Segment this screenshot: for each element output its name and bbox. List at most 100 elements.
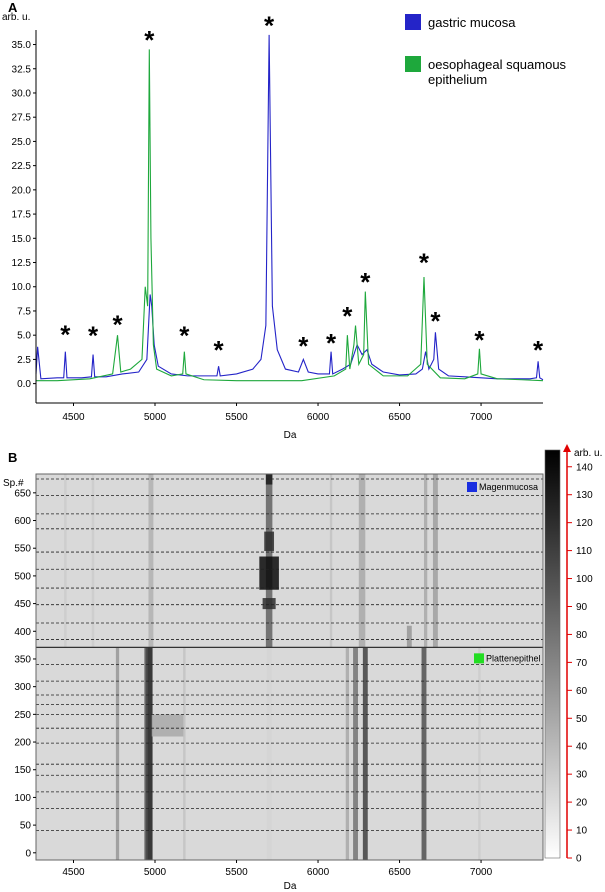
x-tick-label: 6000 [307,867,330,878]
peak-marker: * [533,335,544,365]
x-tick-label: 4500 [62,867,85,878]
peak-marker: * [419,248,430,278]
colorbar-tick-label: 140 [576,462,593,473]
peak-marker: * [298,331,309,361]
gel-band [432,474,438,648]
colorbar-tick-label: 30 [576,770,588,781]
colorbar-tick-label: 70 [576,658,588,669]
y-tick-label: 27.5 [12,113,32,124]
gel-band [148,474,154,648]
gel-band [478,647,481,860]
x-tick-label: 5500 [225,412,248,423]
y-tick-label: 400 [14,627,31,638]
gel-band [151,714,185,737]
gel-frame [35,473,544,861]
x-tick-label: 4500 [62,412,85,423]
colorbar-tick-label: 50 [576,714,588,725]
x-tick-label: 6500 [388,412,411,423]
gel-band [265,474,273,485]
colorbar-tick-label: 40 [576,742,588,753]
gel-band [262,598,276,610]
peak-marker: * [326,328,337,358]
colorbar-tick-label: 0 [576,854,582,865]
peak-marker: * [264,10,275,40]
gel-band [146,647,153,860]
x-tick-label: 5000 [144,412,167,423]
gel-band [358,474,366,648]
peak-marker: * [430,306,441,336]
legend-label: oesophageal squamous epithelium [428,57,567,87]
y-tick-label: 250 [14,710,31,721]
y-tick-label: 450 [14,599,31,610]
gel-band [183,647,186,860]
y-tick-label: 200 [14,738,31,749]
colorbar-label: arb. u. [574,448,602,459]
gel-band [115,647,120,860]
gel-band [259,556,279,590]
class-swatch [474,653,484,664]
gel-band [423,474,428,648]
y-tick-label: 650 [14,488,31,499]
y-tick-label: 15.0 [12,234,32,245]
gel-band [406,625,412,648]
peak-marker: * [342,301,353,331]
peak-marker: * [179,320,190,350]
y-tick-label: 50 [20,821,32,832]
colorbar-tick-label: 90 [576,602,588,613]
series-line [35,34,544,381]
y-axis-label: arb. u. [2,12,30,23]
x-tick-label: 5000 [144,867,167,878]
gel [36,474,543,860]
y-axis-label: Sp.# [3,478,24,489]
colorbar-tick-label: 20 [576,798,588,809]
colorbar-tick-label: 10 [576,826,588,837]
peak-marker: * [360,267,371,297]
colorbar-tick-label: 60 [576,686,588,697]
peak-marker: * [60,319,71,349]
gel-band [266,647,272,860]
class-label: Magenmucosa [479,482,538,492]
y-tick-label: 600 [14,516,31,527]
peak-marker: * [112,310,123,340]
peak-marker: * [214,335,225,365]
x-tick-label: 5500 [225,867,248,878]
panel-label: A [8,0,18,15]
y-tick-label: 0 [25,848,31,859]
peak-marker: * [88,320,99,350]
y-tick-label: 5.0 [17,331,31,342]
y-tick-label: 25.0 [12,137,32,148]
colorbar-tick-label: 80 [576,630,588,641]
series-line [36,49,544,382]
gel-band [91,474,95,648]
y-tick-label: 500 [14,571,31,582]
x-tick-label: 6000 [307,412,330,423]
y-tick-label: 350 [14,654,31,665]
colorbar-tick-label: 120 [576,518,593,529]
y-tick-label: 30.0 [12,88,32,99]
y-tick-label: 300 [14,682,31,693]
y-tick-label: 2.5 [17,355,31,366]
peak-marker: * [144,25,155,55]
gel-band [264,531,275,551]
class-swatch [467,482,477,492]
gel-band [353,647,358,860]
panel-label: B [8,450,17,465]
peak-marker: * [474,325,485,355]
colorbar-tick-label: 130 [576,490,593,501]
colorbar-tick-label: 110 [576,546,592,557]
y-tick-label: 17.5 [12,210,32,221]
legend-swatch [405,14,421,30]
x-axis-label: Da [284,430,297,441]
x-tick-label: 7000 [470,412,493,423]
y-tick-label: 7.5 [17,306,31,317]
gel-band [345,647,350,860]
legend-swatch [405,56,421,72]
class-label: Plattenepithel [486,653,541,663]
y-tick-label: 35.0 [12,40,32,51]
y-tick-label: 22.5 [12,161,32,172]
y-tick-label: 100 [14,793,31,804]
x-axis-label: Da [284,881,297,892]
x-tick-label: 6500 [388,867,411,878]
